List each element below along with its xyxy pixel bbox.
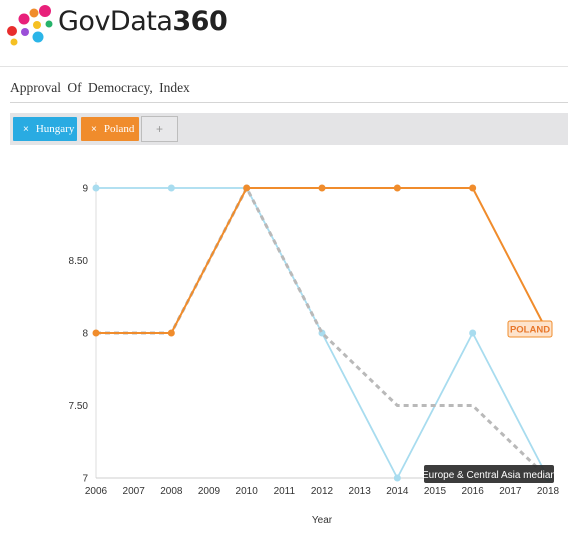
line-chart: 7 7.50 8 8.50 9 2006 2007 2008 2009 2010 2011 2012 2…: [69, 182, 560, 526]
series-line-poland: [96, 187, 549, 334]
remove-icon[interactable]: ×: [23, 124, 29, 135]
x-tick-label: 2011: [274, 486, 296, 497]
data-point-poland[interactable]: [167, 329, 175, 337]
indicator-title: Approval Of Democracy, Index: [10, 80, 190, 95]
x-tick-label: 2009: [198, 486, 221, 497]
series-end-label: POLAND: [507, 320, 553, 338]
logo-dot: [32, 31, 44, 43]
x-tick-label: 2010: [236, 486, 259, 497]
logo-wordmark[interactable]: GovData360: [58, 6, 228, 37]
logo-dot: [7, 26, 17, 36]
x-tick-label: 2015: [424, 486, 447, 497]
x-tick-label: 2016: [462, 486, 485, 497]
y-tick-label: 8.50: [69, 256, 89, 267]
logo-dot: [39, 5, 51, 17]
app-header: GovData360: [0, 0, 568, 67]
logo-word: GovData: [58, 6, 173, 37]
country-chip-bar: × Hungary × Poland +: [10, 113, 568, 145]
chip-label: Hungary: [35, 123, 75, 135]
y-tick-label: 7.50: [69, 401, 89, 412]
data-point-hungary[interactable]: [469, 329, 477, 337]
x-tick-label: 2014: [386, 486, 409, 497]
tooltip-box: [424, 465, 554, 483]
y-tick-label: 8: [82, 329, 88, 340]
x-tick-label: 2007: [123, 486, 146, 497]
tooltip-text: Europe & Central Asia median: [422, 470, 556, 481]
x-tick-label: 2013: [349, 486, 372, 497]
logo-dot: [21, 28, 29, 36]
data-point-poland[interactable]: [318, 184, 326, 192]
x-tick-label: 2017: [499, 486, 522, 497]
y-tick-label: 9: [82, 184, 88, 195]
logo-dots-icon: [7, 5, 53, 46]
x-tick-label: 2006: [85, 486, 108, 497]
x-tick-label: 2008: [160, 486, 183, 497]
logo-dot: [10, 38, 18, 46]
data-point-poland[interactable]: [92, 329, 100, 337]
divider: [10, 102, 568, 103]
data-point-hungary[interactable]: [92, 184, 100, 192]
hover-tooltip: Europe & Central Asia median: [422, 465, 556, 483]
x-tick-label: 2018: [537, 486, 560, 497]
data-point-poland[interactable]: [469, 184, 477, 192]
data-point-hungary[interactable]: [393, 474, 401, 482]
logo-dot: [18, 13, 30, 25]
data-point-poland[interactable]: [243, 184, 251, 192]
logo-dot: [33, 21, 41, 29]
chip-hungary[interactable]: × Hungary: [13, 117, 77, 141]
x-tick-label: 2012: [311, 486, 334, 497]
remove-icon[interactable]: ×: [91, 124, 97, 135]
data-point-poland[interactable]: [393, 184, 401, 192]
y-tick-label: 7: [82, 474, 88, 485]
data-point-hungary[interactable]: [167, 184, 175, 192]
series-end-label-box: [507, 320, 553, 338]
chip-label: Poland: [103, 123, 135, 135]
series-end-label-text: POLAND: [510, 325, 550, 336]
x-axis-title: Year: [312, 515, 333, 526]
chip-poland[interactable]: × Poland: [81, 117, 139, 141]
logo-dot: [29, 8, 39, 18]
logo-dot: [45, 20, 53, 28]
logo-number: 360: [172, 6, 228, 37]
add-country-button[interactable]: +: [141, 116, 178, 142]
